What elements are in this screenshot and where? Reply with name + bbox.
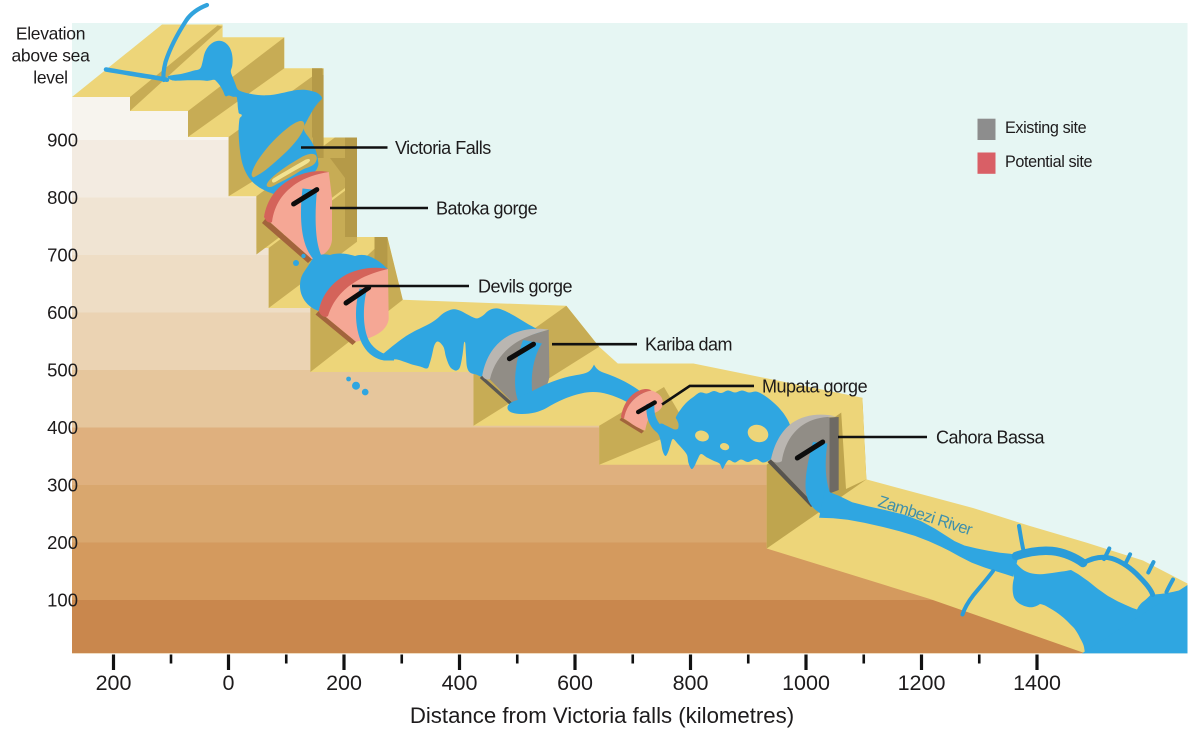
- svg-text:Existing site: Existing site: [1005, 119, 1087, 137]
- svg-text:1200: 1200: [898, 671, 946, 695]
- svg-text:Kariba dam: Kariba dam: [645, 335, 732, 355]
- svg-text:Elevation: Elevation: [16, 24, 85, 44]
- svg-text:Victoria Falls: Victoria Falls: [395, 138, 491, 158]
- svg-text:200: 200: [326, 671, 362, 695]
- svg-text:Potential site: Potential site: [1005, 153, 1092, 171]
- svg-text:200: 200: [47, 532, 78, 553]
- svg-text:600: 600: [47, 302, 78, 323]
- svg-text:Batoka gorge: Batoka gorge: [436, 199, 538, 219]
- svg-text:Mupata gorge: Mupata gorge: [762, 376, 868, 396]
- svg-text:500: 500: [47, 360, 78, 381]
- svg-text:Distance from Victoria falls (: Distance from Victoria falls (kilometres…: [410, 703, 794, 728]
- svg-text:100: 100: [47, 590, 78, 611]
- svg-text:400: 400: [47, 417, 78, 438]
- svg-text:above sea: above sea: [11, 46, 90, 66]
- svg-text:0: 0: [223, 671, 235, 695]
- svg-text:800: 800: [47, 187, 78, 208]
- svg-text:700: 700: [47, 245, 78, 266]
- svg-text:1000: 1000: [782, 671, 830, 695]
- svg-text:Cahora Bassa: Cahora Bassa: [936, 428, 1046, 448]
- svg-text:400: 400: [442, 671, 478, 695]
- svg-text:level: level: [33, 68, 68, 88]
- svg-text:800: 800: [673, 671, 709, 695]
- svg-text:200: 200: [96, 671, 132, 695]
- svg-text:1400: 1400: [1013, 671, 1061, 695]
- svg-text:Devils gorge: Devils gorge: [478, 277, 573, 297]
- svg-text:600: 600: [557, 671, 593, 695]
- svg-text:900: 900: [47, 130, 78, 151]
- svg-text:300: 300: [47, 475, 78, 496]
